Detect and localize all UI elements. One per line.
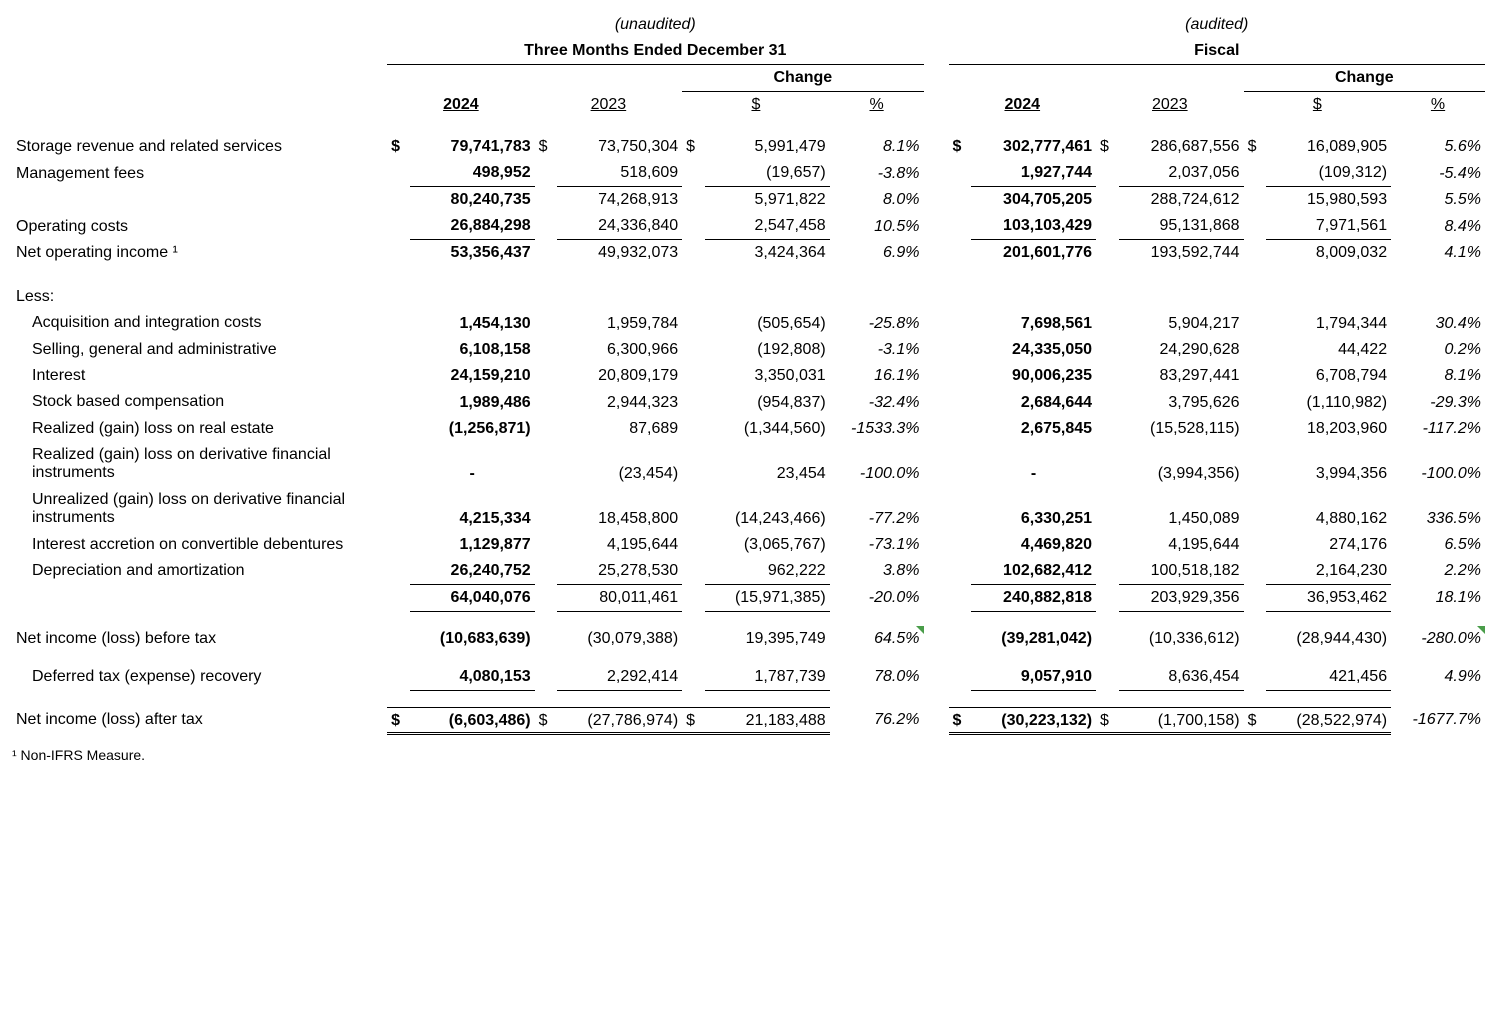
f-pct-header: % bbox=[1391, 92, 1485, 119]
f-period-header: Fiscal bbox=[949, 38, 1486, 65]
label: Acquisition and integration costs bbox=[12, 310, 387, 336]
footnote: ¹ Non-IFRS Measure. bbox=[12, 747, 1485, 763]
row-stock: Stock based compensation 1,989,486 2,944… bbox=[12, 389, 1485, 415]
q-2024-header: 2024 bbox=[387, 92, 535, 119]
financial-table: (unaudited) (audited) Three Months Ended… bbox=[12, 12, 1485, 735]
row-revenue-subtotal: 80,240,735 74,268,913 5,971,822 8.0% 304… bbox=[12, 187, 1485, 214]
row-acq: Acquisition and integration costs 1,454,… bbox=[12, 310, 1485, 336]
label: Deferred tax (expense) recovery bbox=[12, 664, 387, 691]
label: Storage revenue and related services bbox=[12, 134, 387, 160]
q-dollar-header: $ bbox=[682, 92, 830, 119]
f-dollar-header: $ bbox=[1244, 92, 1392, 119]
label: Stock based compensation bbox=[12, 389, 387, 415]
cell-flag-icon: 64.5% bbox=[830, 626, 924, 652]
label: Interest accretion on convertible debent… bbox=[12, 532, 387, 558]
row-mgmt: Management fees 498,952 518,609 (19,657)… bbox=[12, 160, 1485, 187]
label: Net operating income ¹ bbox=[12, 240, 387, 267]
label: Net income (loss) after tax bbox=[12, 707, 387, 733]
label: Management fees bbox=[12, 160, 387, 187]
row-niat: Net income (loss) after tax $(6,603,486)… bbox=[12, 707, 1485, 733]
row-tax: Deferred tax (expense) recovery 4,080,15… bbox=[12, 664, 1485, 691]
f-2024-header: 2024 bbox=[949, 92, 1097, 119]
label: Less: bbox=[12, 284, 387, 310]
q-period-header: Three Months Ended December 31 bbox=[387, 38, 923, 65]
label: Depreciation and amortization bbox=[12, 558, 387, 585]
label: Unrealized (gain) loss on derivative fin… bbox=[12, 487, 387, 532]
row-realderiv: Realized (gain) loss on derivative finan… bbox=[12, 442, 1485, 487]
row-realre: Realized (gain) loss on real estate (1,2… bbox=[12, 416, 1485, 442]
row-interest: Interest 24,159,210 20,809,179 3,350,031… bbox=[12, 363, 1485, 389]
label: Net income (loss) before tax bbox=[12, 626, 387, 652]
row-noi: Net operating income ¹ 53,356,437 49,932… bbox=[12, 240, 1485, 267]
label: Realized (gain) loss on real estate bbox=[12, 416, 387, 442]
row-storage: Storage revenue and related services $79… bbox=[12, 134, 1485, 160]
f-audit-status: (audited) bbox=[949, 12, 1486, 38]
f-2023-header: 2023 bbox=[1096, 92, 1244, 119]
label: Realized (gain) loss on derivative finan… bbox=[12, 442, 387, 487]
row-unreal: Unrealized (gain) loss on derivative fin… bbox=[12, 487, 1485, 532]
row-less-subtotal: 64,040,076 80,011,461 (15,971,385) -20.0… bbox=[12, 584, 1485, 611]
row-accretion: Interest accretion on convertible debent… bbox=[12, 532, 1485, 558]
row-sga: Selling, general and administrative 6,10… bbox=[12, 337, 1485, 363]
row-dep: Depreciation and amortization 26,240,752… bbox=[12, 558, 1485, 585]
q-change-header: Change bbox=[682, 65, 923, 92]
f-change-header: Change bbox=[1244, 65, 1485, 92]
row-opcost: Operating costs 26,884,298 24,336,840 2,… bbox=[12, 213, 1485, 240]
q-audit-status: (unaudited) bbox=[387, 12, 923, 38]
q-pct-header: % bbox=[830, 92, 924, 119]
row-less: Less: bbox=[12, 284, 1485, 310]
row-nibt: Net income (loss) before tax (10,683,639… bbox=[12, 626, 1485, 652]
label: Operating costs bbox=[12, 213, 387, 240]
label: Selling, general and administrative bbox=[12, 337, 387, 363]
q-2023-header: 2023 bbox=[535, 92, 683, 119]
cell-flag-icon: -280.0% bbox=[1391, 626, 1485, 652]
label: Interest bbox=[12, 363, 387, 389]
